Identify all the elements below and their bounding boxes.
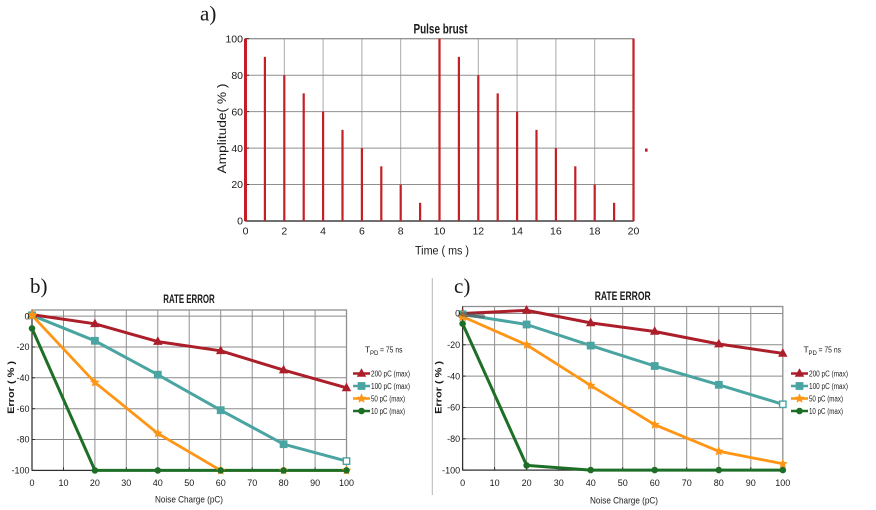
svg-text:-80: -80 [447,434,460,444]
svg-text:10 pC (max): 10 pC (max) [371,407,405,416]
svg-text:40: 40 [586,478,596,488]
svg-text:-80: -80 [16,435,29,445]
svg-text:40: 40 [153,478,163,488]
svg-text:0: 0 [460,478,465,488]
svg-text:10: 10 [434,226,446,238]
svg-text:60: 60 [650,478,660,488]
svg-text:50 pC (max): 50 pC (max) [371,394,405,403]
svg-text:200 pC (max): 200 pC (max) [371,369,410,378]
svg-text:6: 6 [359,226,365,238]
svg-text:20: 20 [628,226,640,238]
svg-text:70: 70 [682,478,692,488]
svg-text:40: 40 [231,143,243,155]
svg-text:Noise Charge (pC): Noise Charge (pC) [590,496,658,507]
svg-text:= 75 ns: = 75 ns [380,346,403,355]
svg-text:50: 50 [184,478,194,488]
svg-text:12: 12 [472,226,484,238]
svg-text:PD: PD [370,351,379,357]
svg-text:-40: -40 [16,373,29,383]
svg-text:90: 90 [310,478,320,488]
svg-text:100: 100 [339,478,354,488]
svg-text:RATE ERROR: RATE ERROR [163,294,215,306]
svg-text:RATE ERROR: RATE ERROR [595,291,652,303]
svg-text:-100: -100 [442,465,460,475]
svg-text:-20: -20 [16,342,29,352]
svg-text:8: 8 [398,226,404,238]
svg-text:0: 0 [24,311,29,321]
svg-text:b): b) [30,274,48,298]
svg-text:60: 60 [231,106,243,118]
svg-text:70: 70 [247,478,257,488]
svg-text:-60: -60 [16,404,29,414]
svg-text:30: 30 [121,478,131,488]
svg-text:80: 80 [279,478,289,488]
svg-text:PD: PD [809,351,818,357]
svg-text:100 pC (max): 100 pC (max) [809,382,848,391]
svg-text:30: 30 [554,478,564,488]
svg-text:Amplitude( % ): Amplitude( % ) [217,83,229,173]
svg-text:Error ( % ): Error ( % ) [6,361,17,414]
svg-text:100: 100 [775,478,790,488]
svg-text:80: 80 [714,478,724,488]
svg-text:Time ( ms ): Time ( ms ) [415,246,469,258]
svg-text:2: 2 [281,226,287,238]
svg-text:Noise Charge (pC): Noise Charge (pC) [155,495,223,506]
svg-text:60: 60 [216,478,226,488]
svg-text:Pulse brust: Pulse brust [414,21,468,37]
svg-text:16: 16 [550,226,562,238]
svg-text:-60: -60 [447,403,460,413]
svg-text:14: 14 [511,226,523,238]
svg-text:0: 0 [455,309,460,319]
svg-text:0: 0 [243,226,249,238]
svg-text:100: 100 [225,33,243,45]
svg-text:20: 20 [522,478,532,488]
svg-text:10 pC (max): 10 pC (max) [809,407,843,416]
svg-text:80: 80 [231,70,243,82]
svg-text:T: T [804,345,809,355]
svg-text:= 75 ns: = 75 ns [819,346,842,355]
svg-text:50: 50 [618,478,628,488]
svg-text:T: T [365,345,370,355]
svg-text:10: 10 [490,478,500,488]
svg-text:0: 0 [237,216,243,228]
svg-text:200 pC (max): 200 pC (max) [809,369,848,378]
svg-text:-40: -40 [447,371,460,381]
svg-text:50 pC (max): 50 pC (max) [809,394,843,403]
svg-text:4: 4 [320,226,326,238]
svg-text:90: 90 [746,478,756,488]
svg-text:100 pC (max): 100 pC (max) [371,382,410,391]
svg-text:18: 18 [589,226,601,238]
svg-text:c): c) [454,274,470,298]
svg-text:-20: -20 [447,340,460,350]
svg-text:0: 0 [29,478,34,488]
svg-text:10: 10 [58,478,68,488]
svg-text:-100: -100 [11,466,29,476]
svg-text:20: 20 [90,478,100,488]
svg-text:a): a) [200,2,216,26]
svg-text:Error ( % ): Error ( % ) [434,361,445,414]
svg-text:20: 20 [231,179,243,191]
